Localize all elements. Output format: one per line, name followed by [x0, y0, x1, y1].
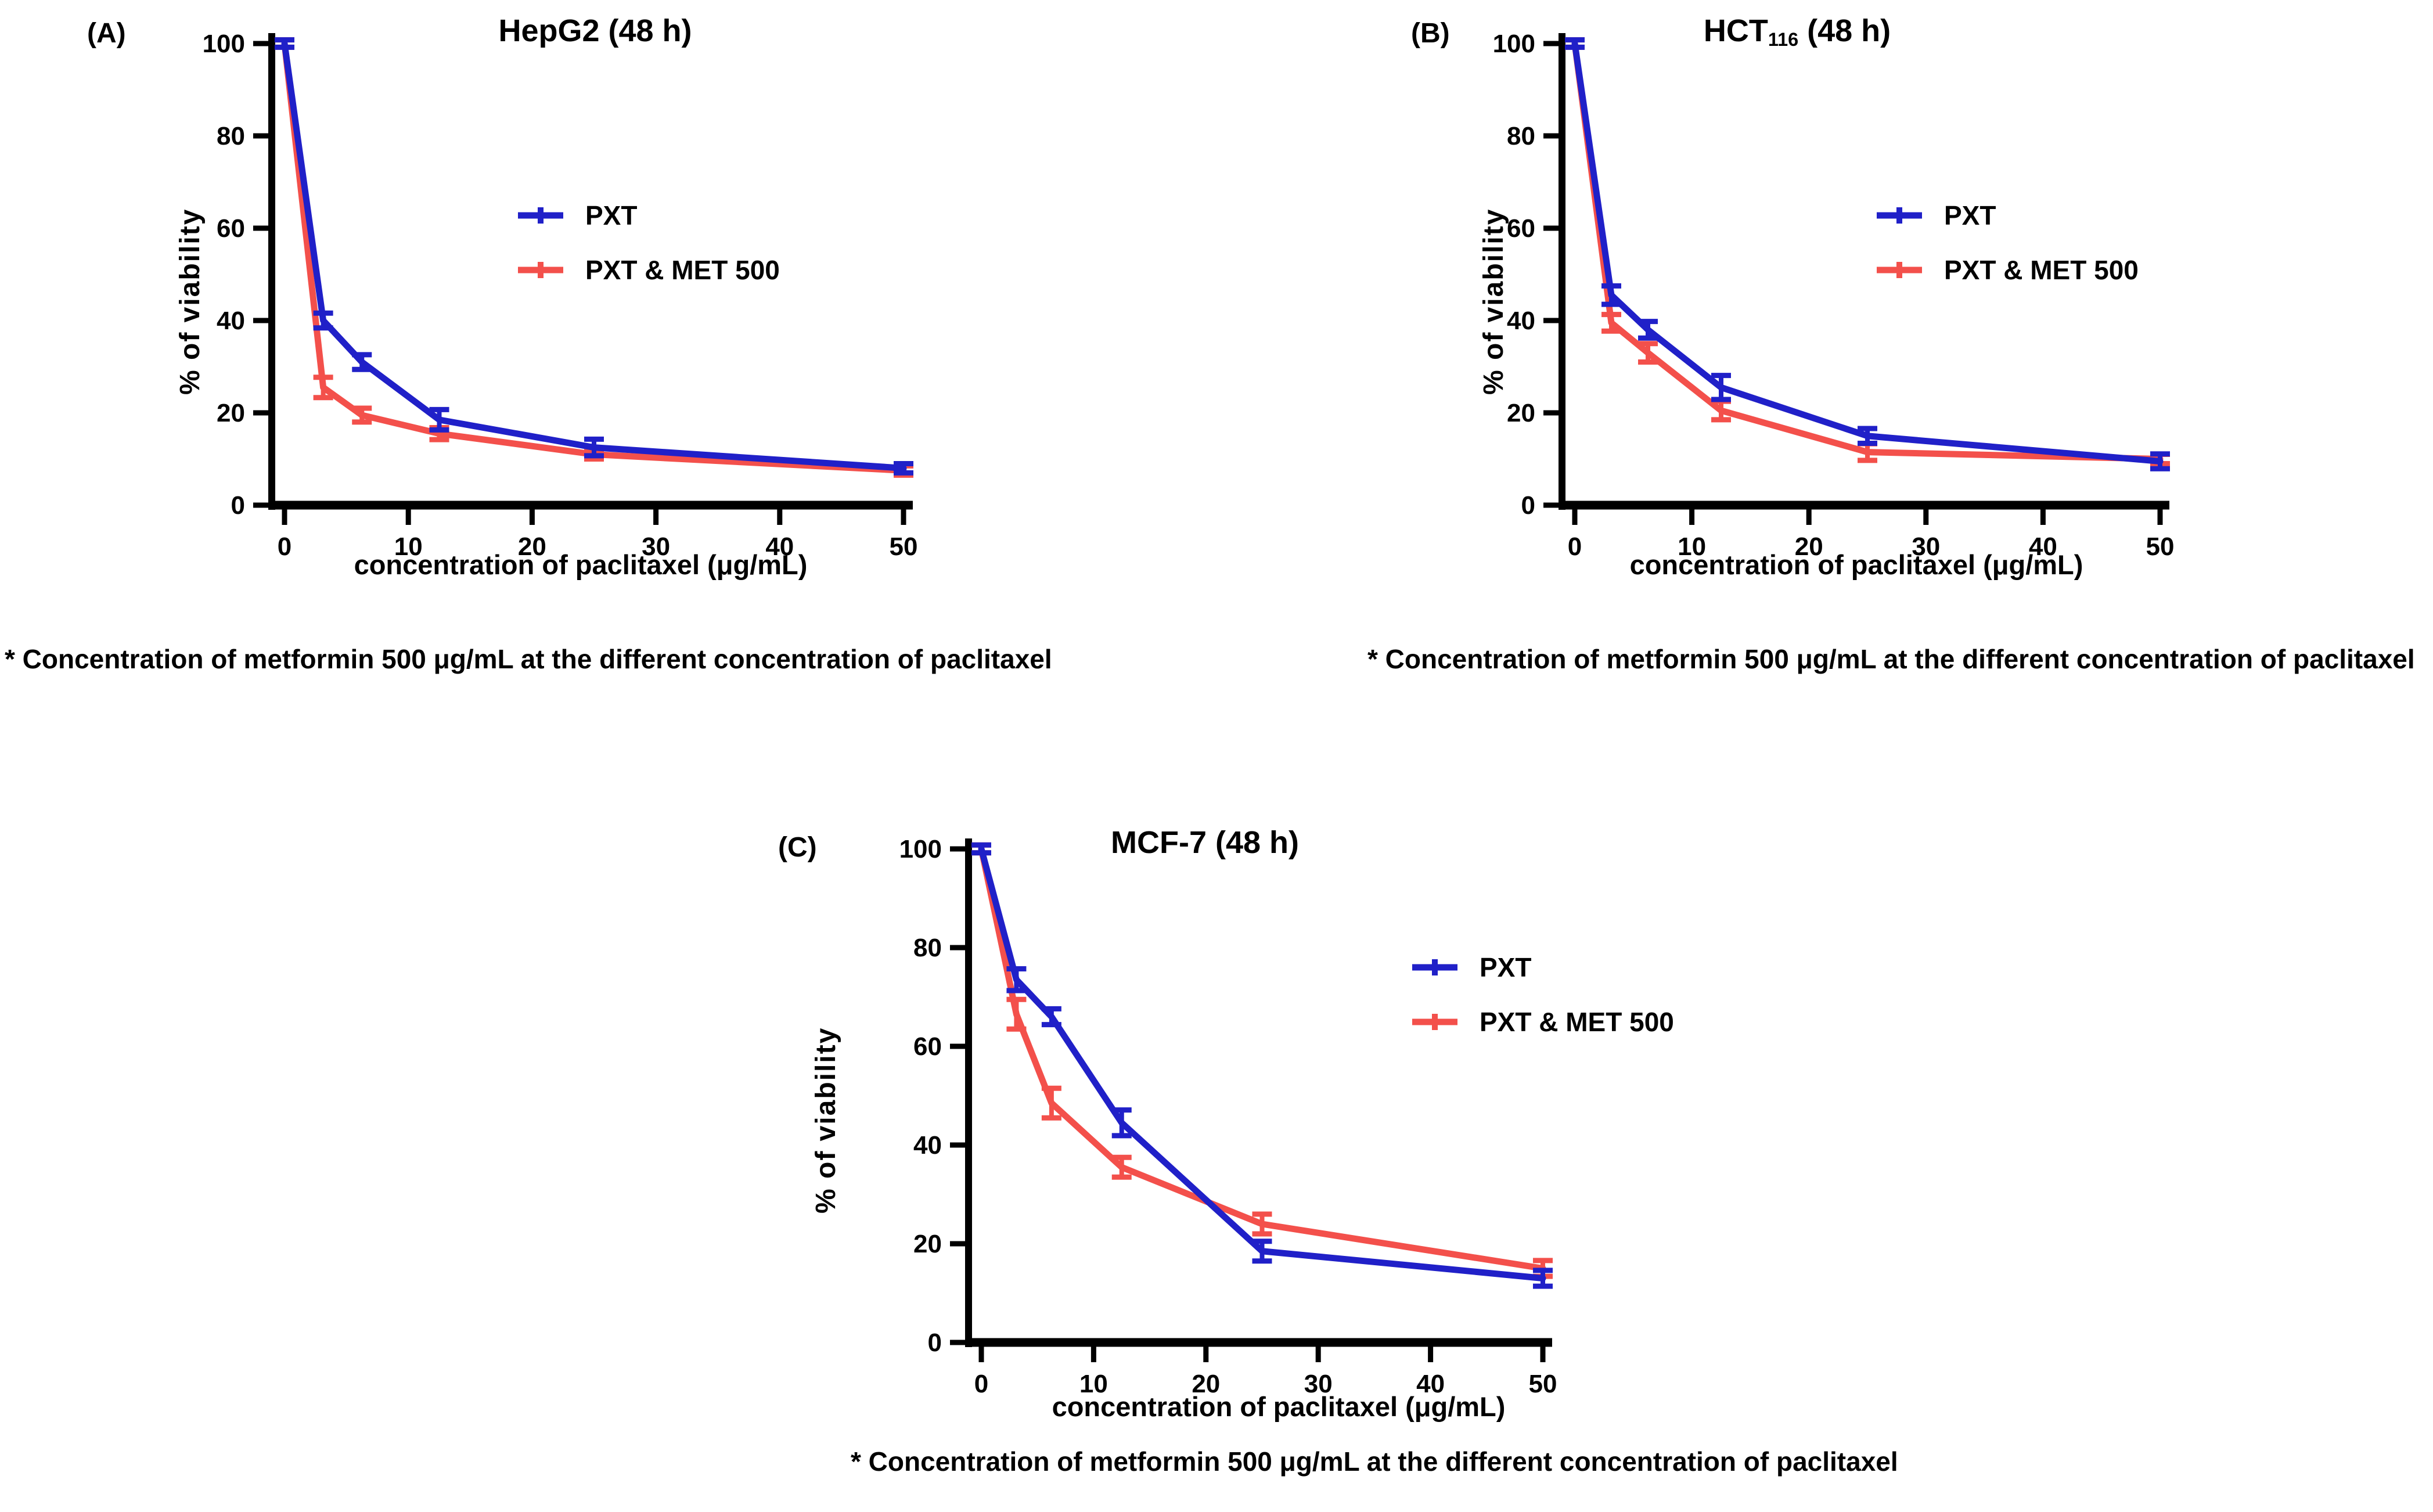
x-tick-label: 50: [2146, 532, 2175, 561]
legend-item-pxt-met: PXT & MET 500: [517, 255, 780, 285]
y-tick-label: 40: [1507, 307, 1535, 335]
chart-title-hepg2: HepG2 (48 h): [273, 13, 917, 51]
y-tick-label: 100: [1493, 30, 1535, 58]
x-tick-label: 0: [1568, 532, 1582, 561]
legend-label-pxt-met: PXT & MET 500: [1944, 255, 2139, 285]
chart-title-text: HCT: [1703, 13, 1768, 48]
legend-item-pxt: PXT: [517, 200, 780, 231]
series-line: [1571, 40, 2164, 465]
series-line: [978, 845, 1546, 1281]
y-tick-label: 40: [913, 1131, 942, 1160]
legend-label-pxt: PXT: [1944, 200, 1996, 231]
x-tick-label: 20: [518, 532, 546, 561]
x-tick-label: 50: [890, 532, 918, 561]
legend-label-pxt-met: PXT & MET 500: [1480, 1007, 1674, 1037]
pxt-series-marker-icon: [1877, 207, 1922, 224]
pxt-met-series-marker-icon: [1412, 1014, 1457, 1030]
series-line: [1571, 40, 2164, 462]
y-tick-label: 0: [231, 491, 245, 520]
x-axis-label: concentration of paclitaxel (μg/mL): [1629, 549, 2083, 580]
pxt-met-series-marker-icon: [518, 262, 563, 278]
x-tick-label: 20: [1192, 1370, 1220, 1398]
legend: PXT PXT & MET 500: [517, 200, 780, 309]
chart-title-text: HepG2 (48 h): [498, 13, 692, 48]
x-tick-label: 40: [1416, 1370, 1445, 1398]
chart-title-mcf7: MCF-7 (48 h): [915, 825, 1495, 862]
y-tick-label: 60: [913, 1032, 942, 1061]
series-pxt: [275, 37, 913, 476]
legend-label-pxt-met: PXT & MET 500: [585, 255, 780, 285]
y-tick-label: 100: [899, 835, 942, 863]
series-line: [281, 40, 907, 471]
x-tick-label: 10: [1079, 1370, 1108, 1398]
legend: PXT PXT & MET 500: [1876, 200, 2139, 309]
x-tick-label: 40: [2029, 532, 2057, 561]
legend-item-pxt-met: PXT & MET 500: [1876, 255, 2139, 285]
y-tick-label: 0: [1521, 491, 1535, 520]
legend-item-pxt: PXT: [1411, 952, 1674, 982]
y-tick-label: 100: [203, 30, 245, 58]
panel-hepg2: (A) HepG2 (48 h) % of viability 0 10 20 30 4…: [0, 0, 1248, 772]
series-pxt: [1565, 37, 2170, 471]
pxt-met-series-marker-icon: [1877, 262, 1922, 278]
x-tick-label: 40: [765, 532, 794, 561]
legend: PXT PXT & MET 500: [1411, 952, 1674, 1061]
series-pxt: [971, 842, 1553, 1289]
x-tick-label: 10: [394, 532, 423, 561]
panel-label-b: (B): [1411, 18, 1450, 49]
chart-title-text: MCF-7 (48 h): [1111, 825, 1299, 860]
chart-title-subscript: 116: [1768, 29, 1799, 51]
y-tick-label: 20: [217, 399, 245, 427]
legend-label-pxt: PXT: [585, 200, 638, 231]
chart-title-suffix: (48 h): [1798, 13, 1891, 48]
y-tick-label: 80: [217, 122, 245, 150]
x-tick-label: 30: [1912, 532, 1940, 561]
x-tick-label: 50: [1529, 1370, 1557, 1398]
pxt-series-marker-icon: [518, 207, 563, 224]
series-line: [978, 845, 1546, 1272]
x-axis-label: concentration of paclitaxel (μg/mL): [1052, 1391, 1506, 1422]
chart-title-hct116: HCT116 (48 h): [1498, 13, 2096, 51]
pxt-series-marker-icon: [1412, 959, 1457, 975]
panel-mcf7: (C) MCF-7 (48 h) % of viability 0 10 20 30 4…: [743, 807, 1910, 1512]
panel-label-c: (C): [778, 832, 817, 863]
legend-label-pxt: PXT: [1480, 952, 1532, 982]
y-tick-label: 20: [913, 1230, 942, 1258]
y-tick-label: 60: [217, 214, 245, 243]
x-tick-label: 30: [1304, 1370, 1333, 1398]
y-tick-label: 20: [1507, 399, 1535, 427]
hct116-plot-area: 0 10 20 30 40 50 0 20 40 60 80 100: [1493, 30, 2175, 561]
x-tick-label: 0: [278, 532, 291, 561]
y-tick-label: 80: [1507, 122, 1535, 150]
footnote: * Concentration of metformin 500 μg/mL a…: [851, 1446, 1898, 1477]
x-tick-label: 10: [1678, 532, 1706, 561]
x-tick-label: 0: [974, 1370, 988, 1398]
panel-label-a: (A): [87, 18, 126, 49]
x-tick-label: 30: [642, 532, 670, 561]
y-tick-label: 40: [217, 307, 245, 335]
footnote: * Concentration of metformin 500 μg/mL a…: [1367, 644, 2415, 674]
legend-item-pxt: PXT: [1876, 200, 2139, 231]
legend-item-pxt-met: PXT & MET 500: [1411, 1007, 1674, 1037]
y-tick-label: 60: [1507, 214, 1535, 243]
hepg2-plot-area: 0 10 20 30 40 50 0 20 40 60 80 100: [203, 30, 918, 561]
mcf7-plot-area: 0 10 20 30 40 50 0 20 40 60 80 100: [899, 835, 1557, 1398]
panel-hct116: (B) HCT116 (48 h) % of viability 0 10 20 30…: [1353, 0, 2433, 772]
x-tick-label: 20: [1795, 532, 1823, 561]
y-tick-label: 80: [913, 934, 942, 962]
x-axis-label: concentration of paclitaxel (μg/mL): [354, 549, 808, 580]
footnote: * Concentration of metformin 500 μg/mL a…: [5, 644, 1052, 674]
y-tick-label: 0: [928, 1329, 942, 1357]
